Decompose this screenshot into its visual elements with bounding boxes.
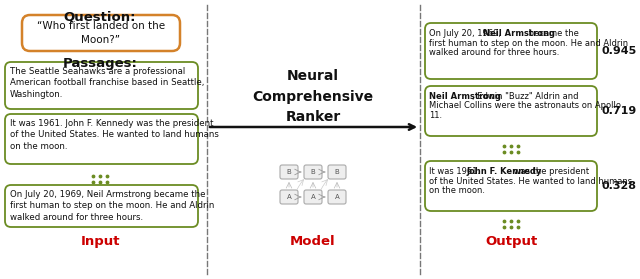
Text: Passages:: Passages: [63, 57, 138, 70]
Text: became the: became the [526, 29, 579, 38]
Text: A: A [310, 194, 316, 200]
Text: On July 20, 1969, Neil Armstrong became the
first human to step on the moon. He : On July 20, 1969, Neil Armstrong became … [10, 190, 214, 222]
Text: A: A [287, 194, 291, 200]
Text: Neil Armstrong: Neil Armstrong [429, 92, 501, 101]
FancyBboxPatch shape [304, 165, 322, 179]
FancyBboxPatch shape [22, 15, 180, 51]
FancyBboxPatch shape [280, 165, 298, 179]
Text: Michael Collins were the astronauts on Apollo: Michael Collins were the astronauts on A… [429, 102, 621, 110]
Text: , Edwin "Buzz" Aldrin and: , Edwin "Buzz" Aldrin and [472, 92, 579, 101]
Text: It was 1961.: It was 1961. [429, 167, 483, 176]
FancyBboxPatch shape [304, 190, 322, 204]
Text: A: A [335, 194, 339, 200]
Text: Model: Model [290, 235, 336, 248]
Text: Neil Armstrong: Neil Armstrong [483, 29, 555, 38]
Text: 0.719: 0.719 [602, 106, 637, 116]
FancyBboxPatch shape [425, 23, 597, 79]
FancyBboxPatch shape [280, 190, 298, 204]
Text: It was 1961. John F. Kennedy was the president
of the United States. He wanted t: It was 1961. John F. Kennedy was the pre… [10, 119, 219, 151]
Text: The Seattle Seahawks are a professional
American football franchise based in Sea: The Seattle Seahawks are a professional … [10, 67, 204, 99]
Text: 0.945: 0.945 [602, 46, 637, 56]
Text: John F. Kennedy: John F. Kennedy [466, 167, 541, 176]
Text: Output: Output [485, 235, 537, 248]
Text: was the president: was the president [511, 167, 589, 176]
Text: Question:: Question: [64, 11, 136, 24]
Text: on the moon.: on the moon. [429, 186, 485, 195]
Text: B: B [335, 169, 339, 175]
Text: “Who first landed on the
Moon?”: “Who first landed on the Moon?” [37, 21, 165, 45]
Text: Neural
Comprehensive
Ranker: Neural Comprehensive Ranker [252, 69, 374, 124]
Text: first human to step on the moon. He and Aldrin: first human to step on the moon. He and … [429, 39, 628, 47]
FancyBboxPatch shape [425, 161, 597, 211]
FancyBboxPatch shape [5, 62, 198, 109]
Text: Input: Input [80, 235, 120, 248]
FancyBboxPatch shape [5, 185, 198, 227]
Text: walked around for three hours.: walked around for three hours. [429, 48, 559, 57]
FancyBboxPatch shape [328, 165, 346, 179]
Text: 0.328: 0.328 [602, 181, 637, 191]
FancyBboxPatch shape [328, 190, 346, 204]
Text: B: B [287, 169, 291, 175]
Text: of the United States. He wanted to land humans: of the United States. He wanted to land … [429, 177, 632, 186]
FancyBboxPatch shape [425, 86, 597, 136]
Text: B: B [310, 169, 316, 175]
Text: On July 20, 1969,: On July 20, 1969, [429, 29, 504, 38]
Text: 11.: 11. [429, 111, 442, 120]
FancyBboxPatch shape [5, 114, 198, 164]
